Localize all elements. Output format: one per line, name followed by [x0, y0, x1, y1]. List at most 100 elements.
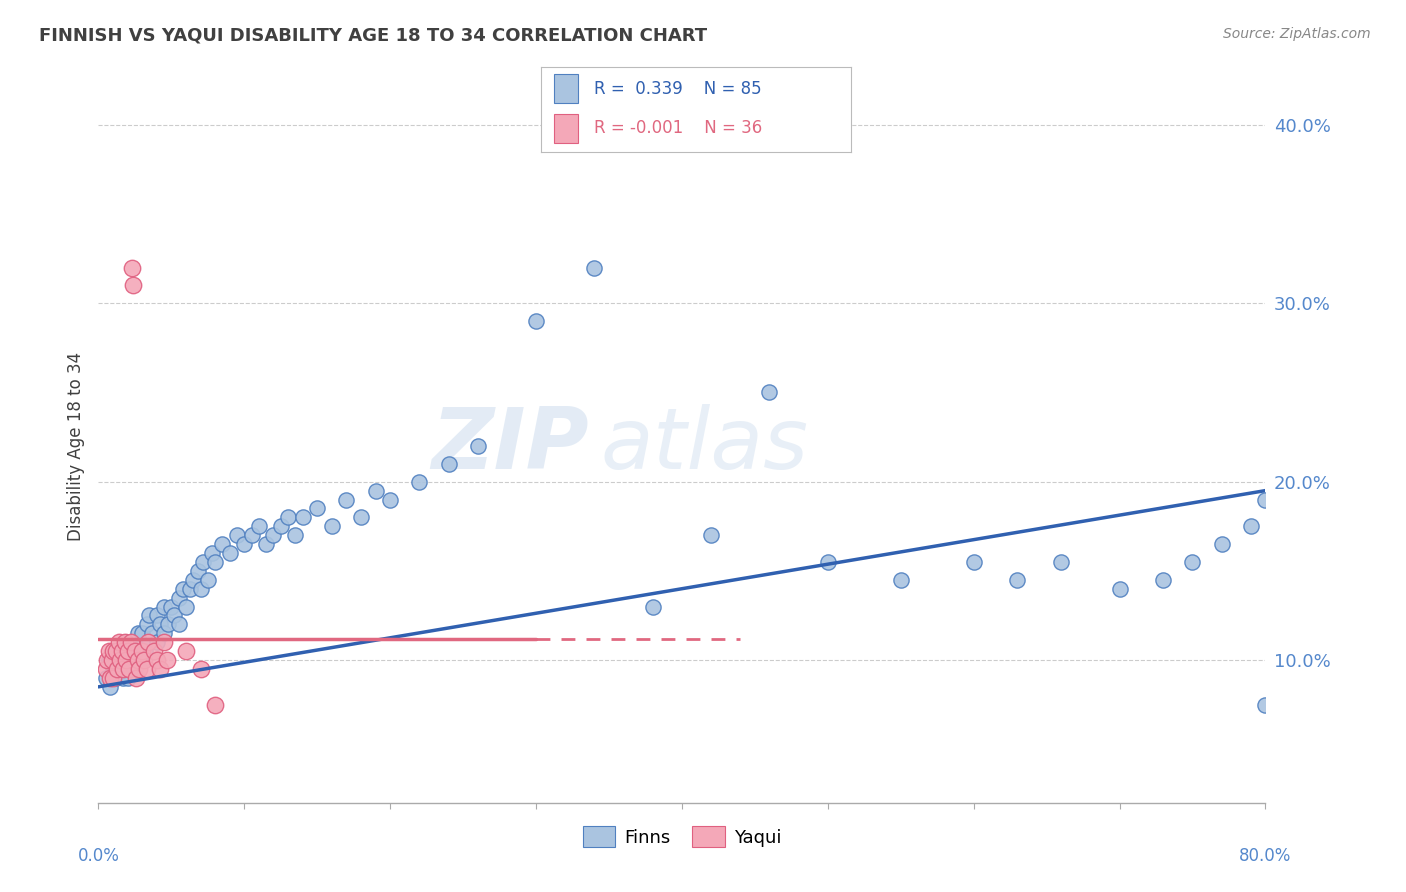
Point — [98, 671, 121, 685]
Text: 80.0%: 80.0% — [1239, 847, 1292, 865]
Point — [117, 644, 139, 658]
Point — [117, 671, 139, 685]
Point — [136, 635, 159, 649]
Point — [437, 457, 460, 471]
Point — [181, 573, 204, 587]
Point — [700, 528, 723, 542]
Point — [124, 644, 146, 658]
Point — [127, 653, 149, 667]
Point — [193, 555, 215, 569]
Point — [247, 519, 270, 533]
Point — [524, 314, 547, 328]
Point — [135, 617, 157, 632]
Point — [101, 644, 124, 658]
Point — [201, 546, 224, 560]
Point — [146, 635, 169, 649]
Point — [1211, 537, 1233, 551]
Point — [962, 555, 984, 569]
Point — [96, 653, 118, 667]
Point — [101, 644, 124, 658]
Point — [141, 626, 163, 640]
Point — [118, 662, 141, 676]
Point — [187, 564, 209, 578]
Point — [149, 662, 172, 676]
Text: 0.0%: 0.0% — [77, 847, 120, 865]
Point — [204, 555, 226, 569]
Point — [890, 573, 912, 587]
Point — [226, 528, 249, 542]
Text: R =  0.339    N = 85: R = 0.339 N = 85 — [593, 79, 762, 97]
Point — [131, 626, 153, 640]
Point — [335, 492, 357, 507]
Point — [131, 653, 153, 667]
Point — [211, 537, 233, 551]
Point — [114, 635, 136, 649]
Point — [233, 537, 256, 551]
Point — [167, 591, 190, 605]
Point — [114, 653, 136, 667]
Text: atlas: atlas — [600, 404, 808, 488]
Point — [97, 644, 120, 658]
Point — [131, 644, 153, 658]
Point — [110, 653, 132, 667]
Point — [115, 653, 138, 667]
Point — [190, 662, 212, 676]
Point — [156, 653, 179, 667]
Point — [124, 635, 146, 649]
Point — [307, 501, 329, 516]
Point — [100, 653, 122, 667]
Point — [174, 599, 197, 614]
Point — [153, 635, 176, 649]
Point — [138, 635, 160, 649]
Point — [94, 671, 117, 685]
Point — [1152, 573, 1174, 587]
Point — [142, 644, 165, 658]
Point — [240, 528, 263, 542]
Point — [98, 680, 121, 694]
Y-axis label: Disability Age 18 to 34: Disability Age 18 to 34 — [66, 351, 84, 541]
Point — [120, 635, 142, 649]
Point — [467, 439, 489, 453]
Point — [101, 662, 124, 676]
Point — [197, 573, 219, 587]
Point — [1254, 698, 1277, 712]
Point — [134, 644, 156, 658]
Point — [112, 662, 135, 676]
Point — [277, 510, 299, 524]
Point — [262, 528, 284, 542]
Point — [160, 599, 183, 614]
Text: Source: ZipAtlas.com: Source: ZipAtlas.com — [1223, 27, 1371, 41]
Point — [111, 644, 134, 658]
Point — [146, 653, 169, 667]
Point — [218, 546, 240, 560]
Point — [204, 698, 226, 712]
Point — [128, 662, 150, 676]
Point — [270, 519, 292, 533]
Point — [117, 644, 139, 658]
Bar — [554, 113, 578, 143]
Point — [291, 510, 314, 524]
Point — [321, 519, 343, 533]
Point — [121, 260, 143, 275]
Point — [408, 475, 430, 489]
Point — [135, 662, 157, 676]
Point — [105, 653, 128, 667]
Point — [124, 662, 146, 676]
Point — [132, 653, 155, 667]
Point — [94, 662, 117, 676]
Point — [120, 653, 142, 667]
Point — [1240, 519, 1263, 533]
Point — [127, 626, 149, 640]
Point — [120, 635, 142, 649]
Point — [167, 617, 190, 632]
Point — [153, 626, 176, 640]
Point — [364, 483, 387, 498]
Point — [163, 608, 186, 623]
Text: ZIP: ZIP — [430, 404, 589, 488]
Point — [817, 555, 839, 569]
Point — [1181, 555, 1204, 569]
Point — [104, 644, 127, 658]
Point — [1108, 582, 1130, 596]
Point — [583, 260, 606, 275]
Point — [174, 644, 197, 658]
